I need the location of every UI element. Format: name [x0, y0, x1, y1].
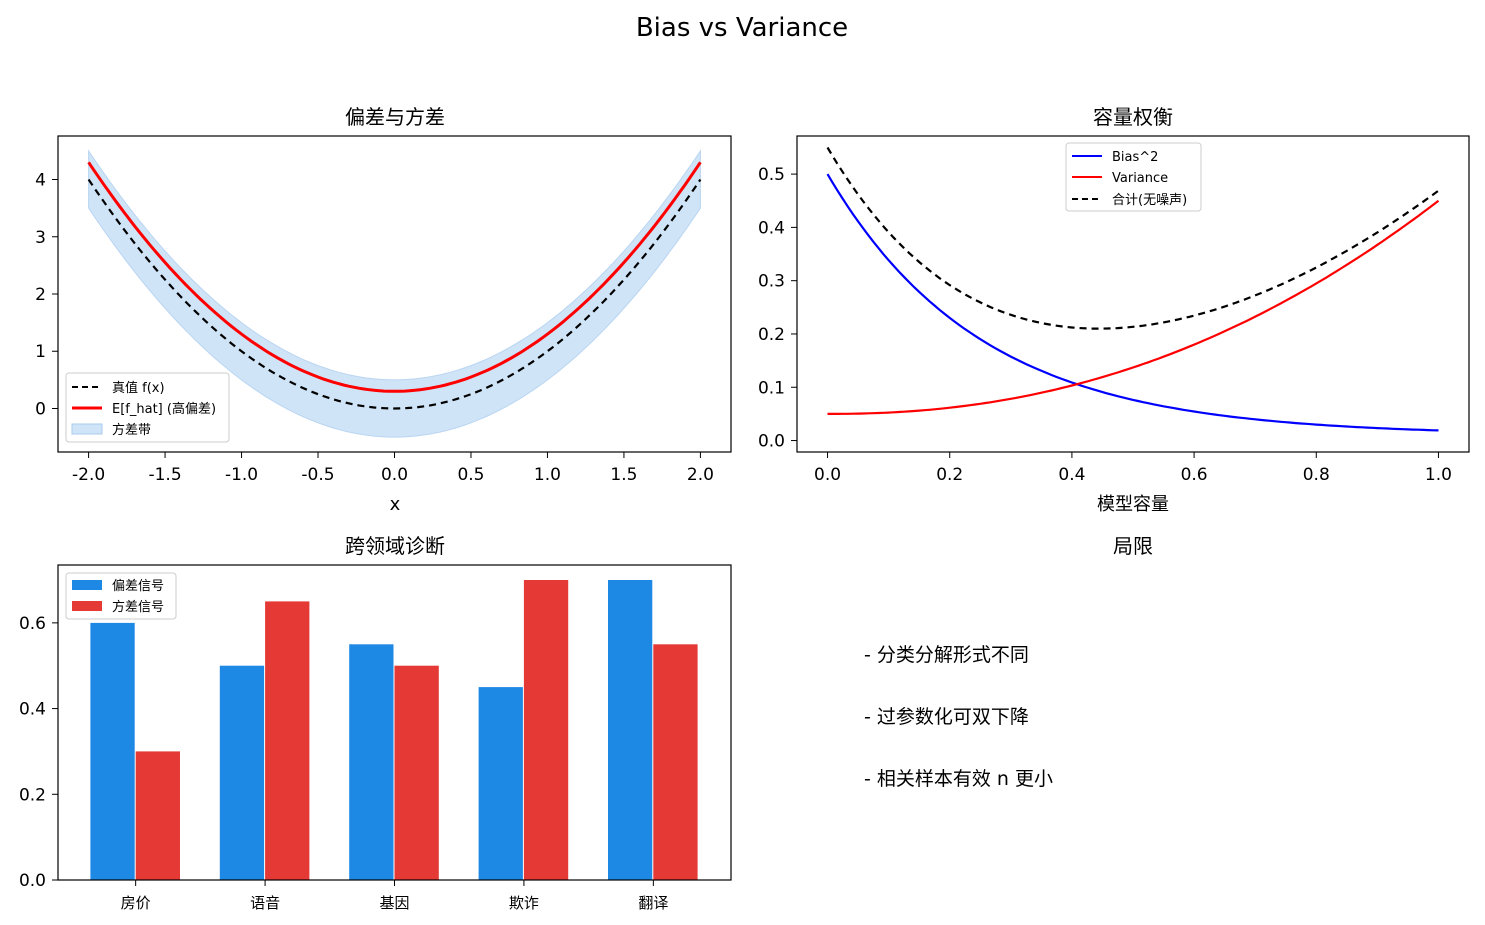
series-line-variance	[827, 199, 1440, 415]
x-tick-label: 1.0	[1425, 465, 1452, 485]
truth-line	[87, 178, 702, 410]
legend-bias-label: Bias^2	[1112, 150, 1158, 165]
legend-bias-signal-swatch	[72, 580, 102, 590]
y-tick-label: 0.2	[19, 785, 46, 805]
x-tick-label: 0.0	[814, 465, 841, 485]
legend-band-label: 方差带	[112, 422, 151, 438]
panel1-legend: 真值 f(x) E[f_hat] (高偏差) 方差带	[65, 372, 230, 443]
series-line-bias	[826, 173, 1439, 432]
x-tick-label: 0.6	[1181, 465, 1208, 485]
y-tick-label: 0.4	[758, 218, 785, 238]
x-tick-label: 1.5	[610, 465, 637, 485]
x-tick-label: 语音	[250, 894, 280, 912]
panel3-legend: 偏差信号 方差信号	[65, 572, 177, 620]
panel2-legend-box	[1065, 142, 1202, 212]
panel1-legend-box	[65, 372, 230, 443]
x-tick-label: 翻译	[638, 894, 668, 912]
legend-expected-label: E[f_hat] (高偏差)	[112, 401, 216, 417]
note-line-2: - 过参数化可双下降	[864, 706, 1029, 728]
x-tick-label: -0.5	[301, 465, 334, 485]
bar-bias-2	[349, 644, 394, 880]
legend-variance-signal-swatch	[72, 601, 102, 611]
x-tick-label: 欺诈	[509, 894, 539, 912]
x-tick-label: 1.0	[534, 465, 561, 485]
panel1-xlabel: x	[390, 494, 401, 515]
note-line-3: - 相关样本有效 n 更小	[864, 768, 1053, 790]
bar-variance-2	[394, 665, 439, 880]
panel2-title: 容量权衡	[1093, 105, 1173, 129]
legend-variance-label: Variance	[1112, 171, 1168, 186]
x-tick-label: -1.5	[148, 465, 181, 485]
x-tick-label: 0.8	[1303, 465, 1330, 485]
panel-limitations: 局限 - 分类分解形式不同 - 过参数化可双下降 - 相关样本有效 n 更小	[864, 534, 1153, 790]
x-tick-label: -2.0	[72, 465, 105, 485]
bar-variance-0	[135, 751, 180, 880]
y-tick-label: 0.4	[19, 700, 46, 720]
panel4-title: 局限	[1113, 534, 1153, 558]
variance-band-area	[88, 149, 701, 438]
legend-band-swatch	[71, 423, 103, 435]
x-tick-label: 0.2	[936, 465, 963, 485]
bar-bias-1	[219, 665, 265, 880]
y-tick-label: 0.3	[758, 272, 785, 292]
legend-variance-signal-label: 方差信号	[112, 599, 164, 615]
expected-fhat-line	[87, 161, 702, 393]
note-line-1: - 分类分解形式不同	[864, 644, 1029, 666]
panel3-title: 跨领域诊断	[345, 534, 445, 558]
x-tick-label: 0.4	[1058, 465, 1085, 485]
bar-bias-3	[478, 687, 523, 880]
y-tick-label: 0.2	[758, 325, 785, 345]
y-tick-label: 0.6	[19, 614, 46, 634]
x-tick-label: 0.5	[457, 465, 484, 485]
y-tick-label: 0.1	[758, 378, 785, 398]
y-tick-label: 2	[35, 285, 46, 305]
bar-bias-4	[608, 580, 653, 880]
x-tick-label: 房价	[121, 894, 151, 912]
y-tick-label: 0.0	[19, 871, 46, 891]
y-tick-label: 3	[35, 228, 46, 248]
y-tick-label: 4	[35, 171, 46, 191]
legend-truth-label: 真值 f(x)	[112, 380, 165, 396]
series-line-total	[826, 146, 1440, 330]
bar-variance-1	[265, 601, 310, 880]
panel-bias-variance: 偏差与方差 -2.0 -1.5 -1.0 -0.5 0.0 0.5 1.0 1.5 2.0 0 1 2…	[35, 105, 732, 515]
y-tick-label: 0.5	[758, 165, 785, 185]
panel2-xlabel: 模型容量	[1097, 494, 1169, 515]
legend-bias-signal-label: 偏差信号	[112, 579, 164, 594]
panel-domain-diagnosis: 跨领域诊断 房价 语音 基因 欺诈 翻译 0.0 0.2 0.4 0.6 偏差信号 方差信号	[19, 534, 732, 912]
x-tick-label: 基因	[379, 894, 409, 912]
panel2-legend: Bias^2 Variance 合计(无噪声)	[1065, 142, 1202, 212]
bar-variance-4	[653, 644, 698, 880]
legend-total-label: 合计(无噪声)	[1112, 193, 1187, 208]
y-tick-label: 1	[35, 342, 46, 362]
x-tick-label: 0.0	[381, 465, 408, 485]
bar-variance-3	[523, 580, 569, 880]
y-tick-label: 0.0	[758, 432, 785, 452]
bar-bias-0	[90, 622, 135, 880]
x-tick-label: -1.0	[225, 465, 258, 485]
x-tick-label: 2.0	[687, 465, 714, 485]
panel1-title: 偏差与方差	[345, 105, 445, 129]
y-tick-label: 0	[35, 399, 46, 419]
panel-capacity-tradeoff: 容量权衡 0.0 0.2 0.4 0.6 0.8 1.0 0.0 0.1 0.2 0.3 0.4 0.…	[758, 105, 1470, 515]
panel2-frame	[796, 135, 1470, 453]
figure-title: Bias vs Variance	[636, 13, 848, 43]
